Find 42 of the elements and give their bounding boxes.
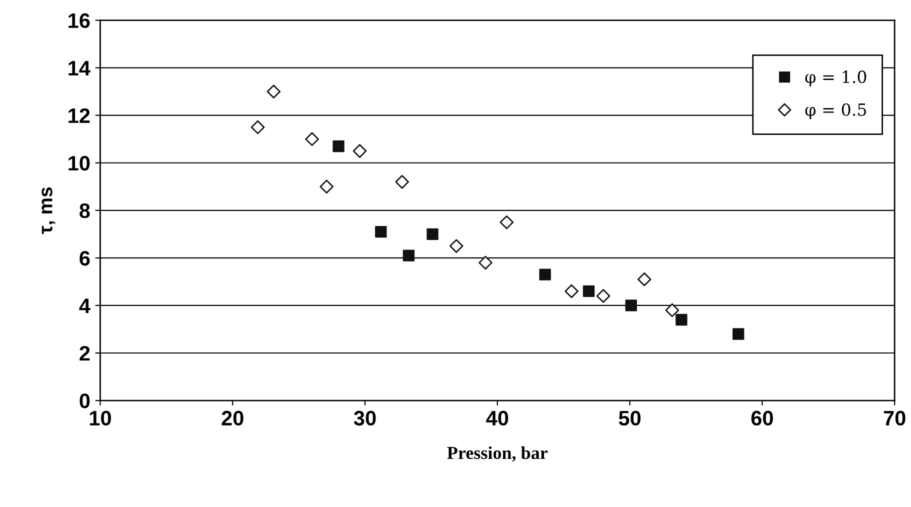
point bbox=[402, 250, 415, 262]
point bbox=[637, 272, 652, 286]
point bbox=[564, 284, 578, 298]
y-tick-label: 16 bbox=[68, 13, 90, 28]
point bbox=[266, 84, 281, 98]
point bbox=[625, 300, 637, 312]
y-tick-label: 4 bbox=[79, 298, 90, 314]
point bbox=[478, 256, 492, 270]
y-tick-label: 14 bbox=[68, 61, 90, 76]
x-tick-label: 60 bbox=[751, 410, 773, 426]
legend-label: φ = 1.0 bbox=[805, 70, 866, 86]
y-tick-label: 12 bbox=[68, 108, 90, 123]
x-tick-label: 30 bbox=[354, 410, 376, 426]
point bbox=[352, 144, 367, 158]
point bbox=[395, 174, 409, 189]
point bbox=[320, 180, 334, 194]
point bbox=[732, 328, 744, 340]
point bbox=[449, 239, 464, 253]
point bbox=[375, 226, 387, 238]
x-tick-label: 50 bbox=[618, 410, 641, 426]
x-tick-label: 40 bbox=[486, 410, 508, 426]
point bbox=[596, 289, 610, 303]
point bbox=[665, 303, 680, 318]
point bbox=[500, 215, 514, 230]
legend-label: φ = 0.5 bbox=[805, 103, 866, 120]
y-axis-title: τ, ms bbox=[42, 187, 56, 234]
point bbox=[332, 140, 344, 152]
y-tick-label: 8 bbox=[80, 203, 90, 218]
x-axis-title: Pression, bar bbox=[447, 446, 548, 462]
point bbox=[305, 132, 319, 146]
point bbox=[676, 314, 688, 326]
x-tick-label: 20 bbox=[222, 410, 244, 426]
point bbox=[426, 228, 438, 240]
y-tick-label: 0 bbox=[80, 394, 90, 408]
y-tick-label: 2 bbox=[80, 346, 90, 361]
x-tick-label: 10 bbox=[90, 410, 111, 426]
x-tick-label: 70 bbox=[884, 410, 906, 426]
y-tick-label: 10 bbox=[68, 156, 90, 171]
point bbox=[539, 268, 551, 280]
point bbox=[582, 285, 595, 298]
point bbox=[250, 120, 265, 134]
y-tick-label: 6 bbox=[80, 250, 90, 266]
